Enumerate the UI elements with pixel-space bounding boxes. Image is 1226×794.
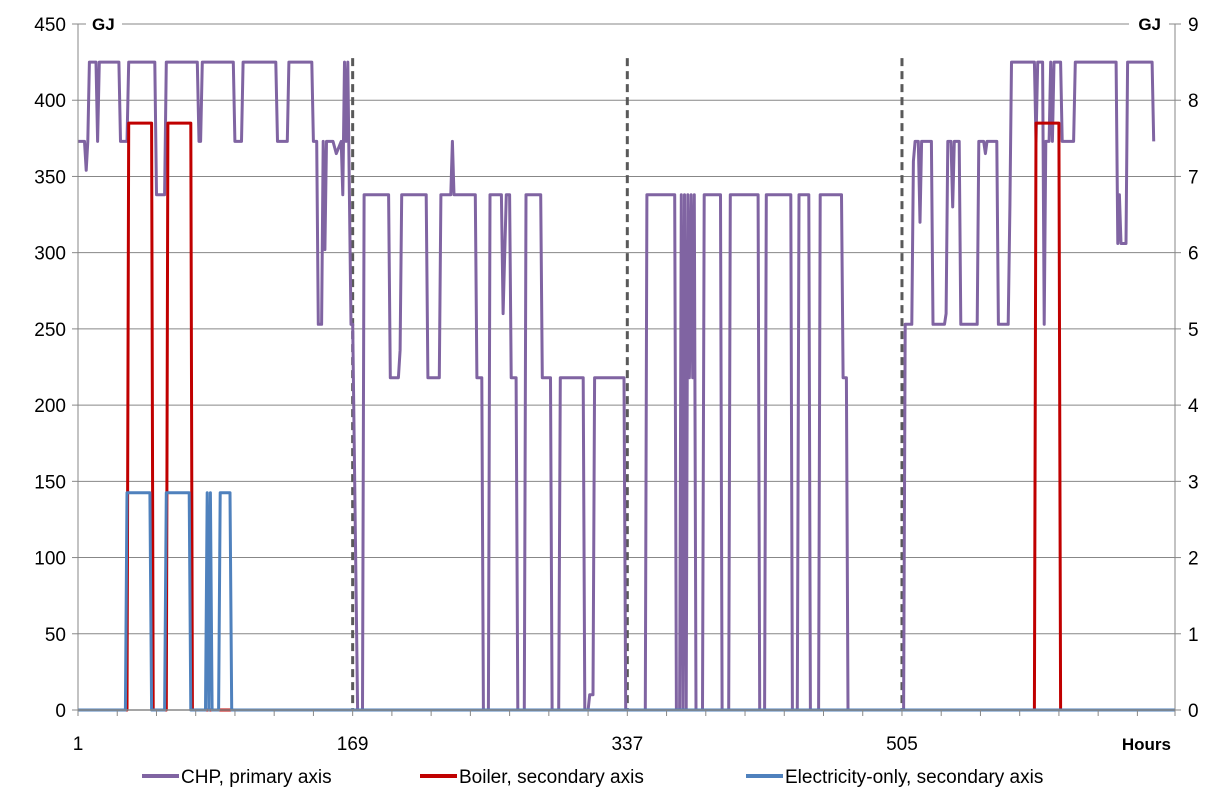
x-tick-label: 1 bbox=[73, 734, 84, 755]
secondary-y-tick-label: 4 bbox=[1188, 396, 1199, 417]
secondary-y-tick-label: 0 bbox=[1188, 701, 1199, 722]
secondary-y-tick-label: 7 bbox=[1188, 167, 1199, 188]
secondary-y-tick-label: 8 bbox=[1188, 91, 1199, 112]
primary-y-tick-label: 0 bbox=[55, 701, 66, 722]
secondary-y-tick-label: 5 bbox=[1188, 320, 1199, 341]
unit-background bbox=[1129, 12, 1169, 34]
secondary-y-tick-label: 3 bbox=[1188, 472, 1199, 493]
primary-unit-label: GJ bbox=[92, 15, 115, 34]
series-line bbox=[78, 60, 1156, 712]
primary-y-tick-label: 450 bbox=[34, 15, 66, 36]
legend-label: Boiler, secondary axis bbox=[459, 767, 644, 788]
secondary-y-tick-label: 6 bbox=[1188, 244, 1199, 265]
x-axis-label: Hours bbox=[1122, 735, 1171, 754]
legend-label: Electricity-only, secondary axis bbox=[785, 767, 1043, 788]
legend: CHP, primary axis Boiler, secondary axis E… bbox=[142, 767, 1043, 788]
primary-y-tick-label: 200 bbox=[34, 396, 66, 417]
primary-y-tick-label: 350 bbox=[34, 167, 66, 188]
primary-y-tick-label: 100 bbox=[34, 549, 66, 570]
x-tick-label: 169 bbox=[337, 734, 369, 755]
primary-y-tick-label: 50 bbox=[45, 625, 66, 646]
primary-y-tick-label: 150 bbox=[34, 472, 66, 493]
gridlines bbox=[78, 23, 1175, 635]
secondary-y-tick-label: 9 bbox=[1188, 15, 1199, 36]
axes bbox=[72, 23, 1181, 716]
secondary-y-tick-label: 2 bbox=[1188, 549, 1199, 570]
x-tick-label: 337 bbox=[611, 734, 643, 755]
primary-y-tick-label: 250 bbox=[34, 320, 66, 341]
primary-y-tick-label: 400 bbox=[34, 91, 66, 112]
series-line bbox=[78, 121, 1175, 712]
secondary-y-tick-label: 1 bbox=[1188, 625, 1199, 646]
x-tick-label: 505 bbox=[886, 734, 918, 755]
unit-background bbox=[86, 12, 122, 34]
primary-y-tick-label: 300 bbox=[34, 244, 66, 265]
secondary-unit-label: GJ bbox=[1138, 15, 1161, 34]
legend-label: CHP, primary axis bbox=[181, 767, 332, 788]
